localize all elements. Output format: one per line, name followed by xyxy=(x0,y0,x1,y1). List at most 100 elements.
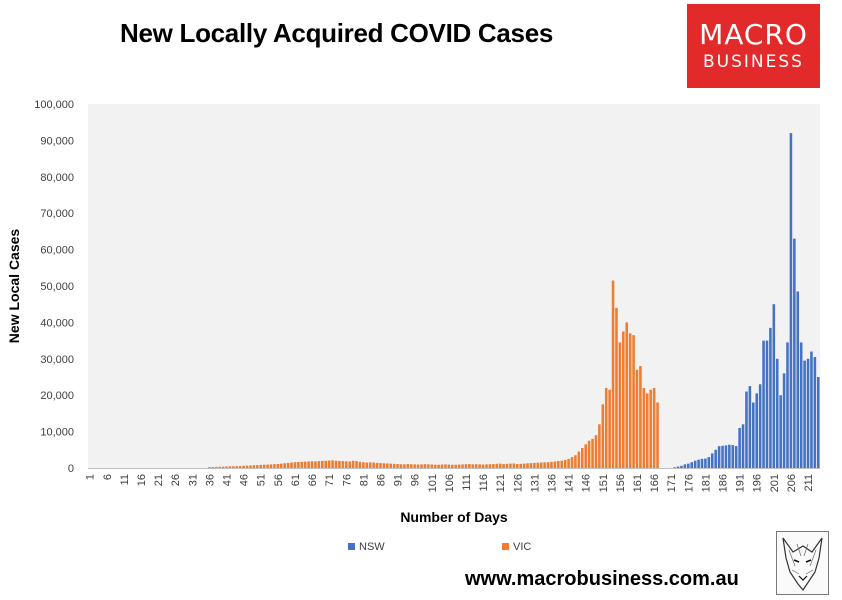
bar-vic-day-153 xyxy=(608,389,611,468)
x-tick-label: 36 xyxy=(204,474,216,486)
bar-vic-day-99 xyxy=(423,464,427,468)
bar-nsw-day-193 xyxy=(745,391,748,468)
bar-vic-day-136 xyxy=(550,461,553,468)
bar-vic-day-98 xyxy=(420,464,423,468)
x-tick-label: 136 xyxy=(546,474,558,492)
x-tick-label: 96 xyxy=(410,474,422,486)
x-tick-label: 126 xyxy=(512,474,524,492)
bar-vic-day-51 xyxy=(259,464,263,468)
bar-vic-day-141 xyxy=(567,458,570,468)
bar-vic-day-114 xyxy=(474,464,478,468)
y-tick-label: 30,000 xyxy=(40,354,74,366)
logo-line-macro: MACRO xyxy=(699,18,808,51)
bar-nsw-day-180 xyxy=(700,458,704,468)
bar-vic-day-143 xyxy=(574,455,577,468)
y-tick-label: 80,000 xyxy=(40,172,74,184)
bar-vic-day-73 xyxy=(334,460,338,468)
bar-vic-day-140 xyxy=(563,459,567,468)
bar-vic-day-163 xyxy=(642,387,646,468)
x-tick-label: 186 xyxy=(718,474,730,492)
bar-vic-day-102 xyxy=(433,464,437,468)
bar-nsw-day-182 xyxy=(707,457,711,468)
bar-nsw-day-209 xyxy=(799,342,803,468)
bar-vic-day-106 xyxy=(447,464,451,468)
bar-vic-day-44 xyxy=(235,466,239,468)
bar-nsw-day-184 xyxy=(714,449,717,468)
bar-vic-day-147 xyxy=(587,440,591,468)
x-tick-label: 66 xyxy=(307,474,319,486)
bar-vic-day-142 xyxy=(570,457,574,468)
bar-nsw-day-191 xyxy=(738,427,741,468)
bar-vic-day-92 xyxy=(399,464,403,468)
bar-vic-day-152 xyxy=(604,387,608,468)
bar-vic-day-89 xyxy=(389,463,393,468)
bar-nsw-day-213 xyxy=(813,356,817,468)
logo-line-business: BUSINESS xyxy=(703,52,804,72)
bar-vic-day-38 xyxy=(214,466,218,468)
bar-vic-day-127 xyxy=(519,463,522,468)
bar-nsw-day-192 xyxy=(741,424,745,468)
bar-vic-day-156 xyxy=(618,342,622,468)
bar-vic-day-42 xyxy=(228,466,232,468)
bar-vic-day-119 xyxy=(492,463,495,468)
bar-vic-day-90 xyxy=(392,463,396,468)
legend-swatch-nsw xyxy=(348,543,355,550)
bar-nsw-day-176 xyxy=(687,463,690,468)
bar-nsw-day-198 xyxy=(762,340,765,468)
bar-nsw-day-197 xyxy=(758,384,762,468)
legend-label-vic: VIC xyxy=(513,541,532,553)
bar-vic-day-110 xyxy=(461,464,464,468)
x-tick-label: 106 xyxy=(444,474,456,492)
x-tick-label: 131 xyxy=(529,474,541,492)
bar-nsw-day-211 xyxy=(806,358,810,468)
y-tick-label: 50,000 xyxy=(40,281,74,293)
legend-label-nsw: NSW xyxy=(359,541,385,553)
bar-vic-day-118 xyxy=(488,464,492,468)
bar-vic-day-79 xyxy=(355,461,358,468)
bar-vic-day-53 xyxy=(266,464,269,468)
bar-nsw-day-203 xyxy=(779,395,782,468)
plot-area xyxy=(88,104,820,468)
x-tick-label: 166 xyxy=(649,474,661,492)
x-tick-label: 121 xyxy=(495,474,507,492)
x-tick-label: 101 xyxy=(427,474,439,492)
x-tick-label: 26 xyxy=(170,474,182,486)
bar-vic-day-88 xyxy=(386,463,389,468)
bar-vic-day-108 xyxy=(454,464,457,468)
bar-vic-day-70 xyxy=(324,460,328,468)
bar-vic-day-86 xyxy=(379,463,382,468)
bar-vic-day-124 xyxy=(509,463,512,468)
y-tick-label: 100,000 xyxy=(34,99,74,111)
legend-item-nsw: NSW xyxy=(348,541,385,553)
bar-vic-day-66 xyxy=(310,461,314,468)
bar-nsw-day-200 xyxy=(769,327,772,468)
bar-vic-day-159 xyxy=(628,333,632,468)
bar-vic-day-76 xyxy=(344,461,348,468)
wolf-sketch-icon xyxy=(776,531,829,595)
bar-vic-day-104 xyxy=(440,464,444,468)
bar-vic-day-85 xyxy=(375,462,379,468)
bar-vic-day-137 xyxy=(553,461,557,468)
bar-nsw-day-175 xyxy=(683,464,687,468)
bar-vic-day-135 xyxy=(546,462,550,468)
bar-vic-day-62 xyxy=(297,461,300,468)
x-tick-label: 206 xyxy=(786,474,798,492)
bar-nsw-day-179 xyxy=(697,459,700,468)
bar-nsw-day-208 xyxy=(796,291,800,468)
y-tick-label: 20,000 xyxy=(40,390,74,402)
bar-vic-day-69 xyxy=(321,460,324,468)
x-tick-label: 176 xyxy=(683,474,695,492)
bar-vic-day-59 xyxy=(286,462,290,468)
bar-nsw-day-188 xyxy=(728,444,731,468)
x-tick-label: 51 xyxy=(256,474,268,486)
bar-nsw-day-177 xyxy=(690,462,694,468)
x-tick-label: 56 xyxy=(273,474,285,486)
bar-vic-day-122 xyxy=(502,463,505,468)
bar-vic-day-112 xyxy=(468,463,471,468)
x-tick-label: 151 xyxy=(598,474,610,492)
bar-vic-day-43 xyxy=(232,466,235,468)
bar-vic-day-95 xyxy=(409,464,413,468)
y-tick-label: 60,000 xyxy=(40,245,74,257)
bar-vic-day-162 xyxy=(639,366,642,468)
y-axis-title: New Local Cases xyxy=(6,229,22,344)
